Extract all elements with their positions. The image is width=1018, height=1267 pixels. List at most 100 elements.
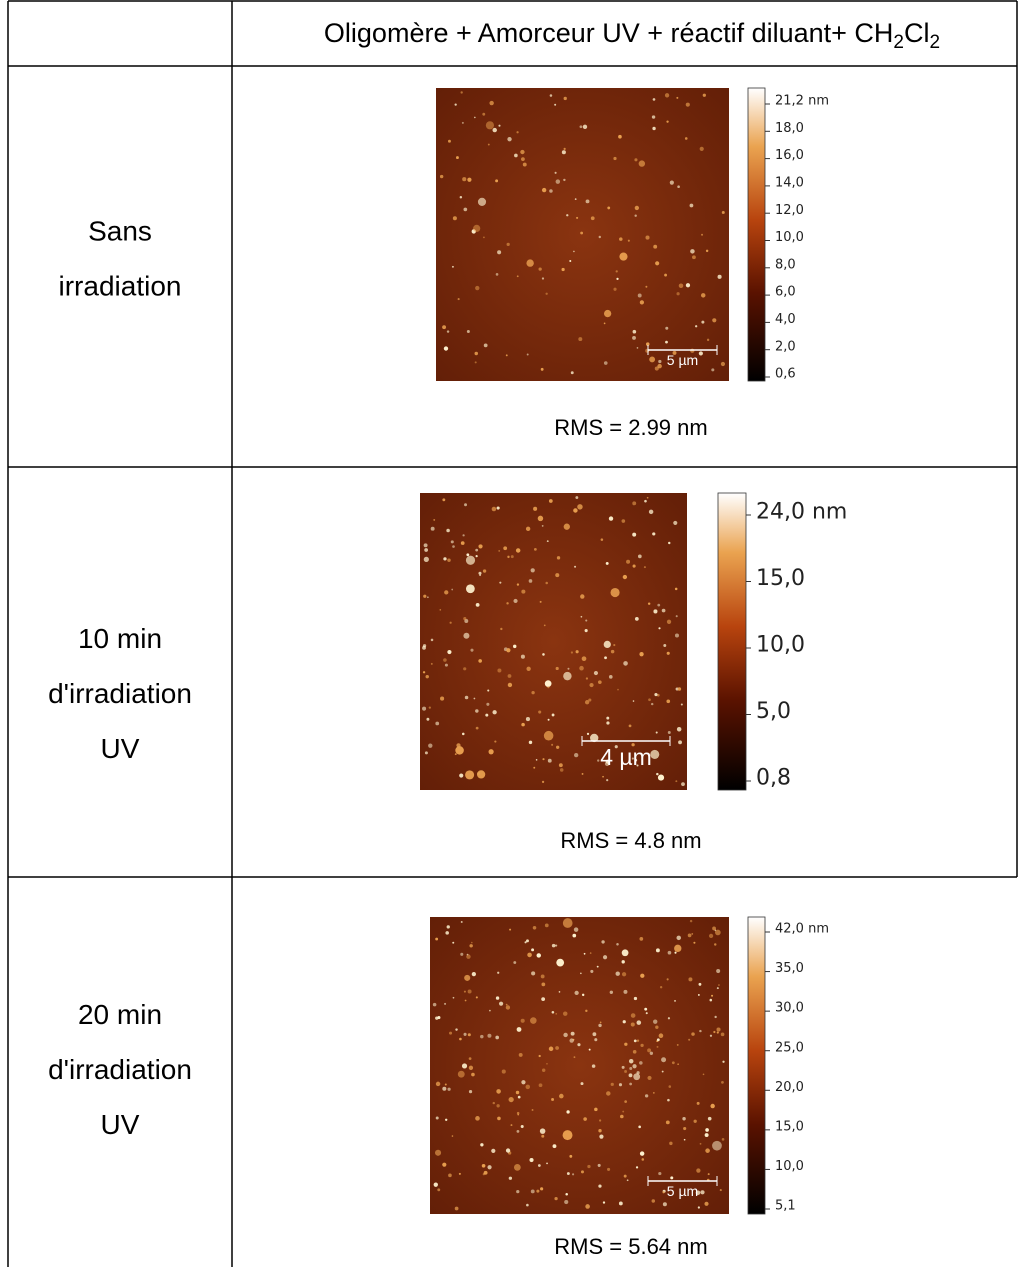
afm-feature	[563, 523, 570, 530]
afm-feature	[574, 565, 577, 568]
rms-value: RMS = 5.64 nm	[554, 1234, 707, 1259]
afm-feature	[541, 277, 545, 280]
color-bar	[717, 492, 747, 791]
afm-feature	[538, 710, 542, 714]
afm-feature	[459, 1037, 462, 1041]
row-label: 20 min	[78, 999, 162, 1030]
afm-feature	[717, 274, 722, 279]
afm-feature	[465, 770, 475, 780]
afm-feature	[586, 732, 590, 735]
color-bar-label: 4,0	[775, 312, 796, 327]
afm-feature	[454, 1206, 459, 1211]
afm-feature	[463, 632, 470, 639]
afm-feature	[580, 1170, 584, 1174]
afm-feature	[674, 1000, 676, 1002]
afm-feature	[573, 250, 575, 253]
afm-feature	[587, 1164, 591, 1169]
afm-feature	[589, 952, 592, 954]
afm-feature	[585, 199, 590, 204]
afm-feature	[426, 596, 429, 599]
afm-feature	[562, 1011, 568, 1016]
afm-feature	[648, 509, 654, 515]
afm-feature	[507, 674, 512, 678]
afm-feature	[483, 343, 488, 348]
afm-feature	[495, 1035, 500, 1040]
afm-feature	[603, 361, 608, 365]
afm-feature	[700, 293, 706, 298]
afm-feature	[675, 615, 678, 618]
afm-feature	[422, 671, 426, 674]
afm-feature	[422, 706, 427, 711]
afm-feature	[547, 758, 552, 763]
afm-feature	[468, 1065, 474, 1070]
afm-feature	[448, 139, 451, 143]
afm-feature	[561, 150, 566, 155]
afm-feature	[573, 1056, 576, 1059]
afm-feature	[621, 972, 627, 977]
color-bar	[747, 916, 766, 1215]
afm-feature	[715, 929, 721, 936]
afm-feature	[654, 366, 659, 371]
afm-feature	[506, 242, 510, 246]
afm-feature	[527, 952, 532, 958]
afm-feature	[487, 1165, 492, 1170]
afm-feature	[464, 974, 471, 981]
color-bar-label: 15,0	[775, 1119, 804, 1134]
afm-feature	[647, 602, 651, 605]
afm-feature	[475, 996, 478, 999]
afm-feature	[614, 745, 618, 749]
afm-feature	[638, 1125, 641, 1129]
afm-feature	[499, 581, 502, 584]
afm-feature	[632, 564, 636, 568]
afm-feature	[652, 532, 656, 536]
afm-feature	[599, 1021, 602, 1024]
afm-feature	[704, 1201, 709, 1206]
afm-feature	[463, 990, 466, 993]
afm-feature	[433, 518, 436, 521]
afm-feature	[474, 116, 476, 119]
afm-feature	[473, 697, 476, 700]
afm-feature	[541, 997, 546, 1001]
afm-feature	[475, 709, 479, 713]
afm-feature	[505, 1005, 511, 1010]
afm-feature	[644, 1007, 648, 1011]
afm-feature	[555, 944, 558, 947]
afm-feature	[563, 1032, 568, 1038]
afm-feature	[428, 706, 431, 709]
afm-feature	[567, 667, 570, 670]
afm-feature	[664, 93, 670, 98]
afm-feature	[680, 703, 683, 706]
afm-feature	[636, 1071, 640, 1075]
afm-feature	[599, 1119, 602, 1122]
afm-feature	[569, 1038, 574, 1043]
afm-feature	[515, 1090, 520, 1095]
afm-feature	[640, 1043, 644, 1047]
afm-feature	[623, 661, 628, 666]
afm-feature	[480, 1034, 484, 1039]
color-bar-label: 10,0	[775, 230, 804, 245]
afm-feature	[598, 680, 602, 684]
afm-feature	[510, 555, 514, 559]
afm-feature	[517, 1095, 521, 1099]
afm-image	[436, 88, 729, 381]
afm-feature	[531, 948, 535, 952]
afm-feature	[460, 952, 464, 956]
afm-feature	[440, 696, 445, 701]
afm-feature	[699, 1029, 702, 1033]
afm-feature	[507, 682, 513, 688]
afm-feature	[535, 759, 538, 761]
afm-feature	[677, 1063, 679, 1065]
afm-feature	[645, 1012, 648, 1015]
afm-feature	[460, 920, 463, 923]
afm-feature	[525, 526, 531, 532]
afm-feature	[463, 207, 468, 212]
afm-feature	[618, 1201, 623, 1206]
afm-feature	[683, 1138, 686, 1141]
afm-feature	[688, 977, 693, 982]
afm-feature	[597, 1163, 601, 1167]
afm-feature	[630, 1013, 636, 1018]
afm-feature	[676, 1043, 679, 1046]
afm-feature	[634, 158, 638, 162]
color-bar-label: 2,0	[775, 339, 796, 354]
color-bar-label: 5,0	[756, 699, 791, 724]
